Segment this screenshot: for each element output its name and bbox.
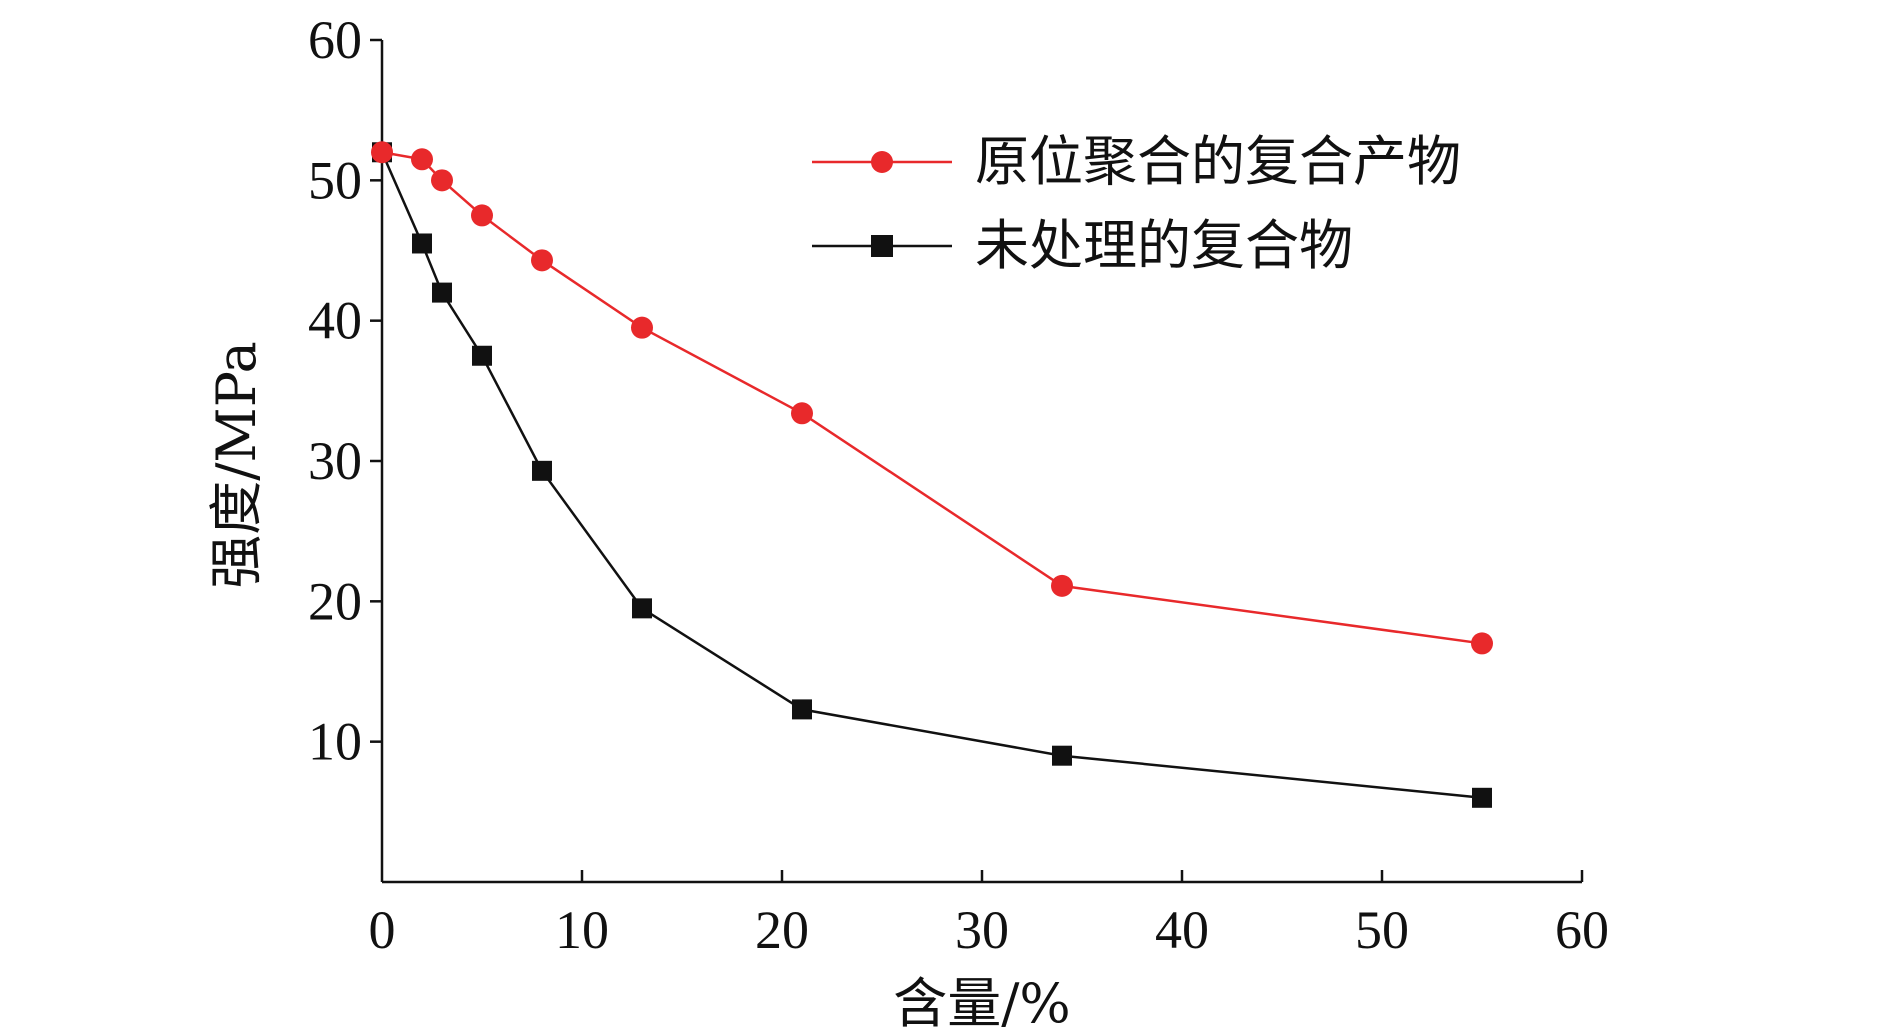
data-point [371, 141, 393, 164]
legend-item-untreated: 未处理的复合物 [812, 214, 1353, 277]
x-axis-title: 含量/% [893, 972, 1071, 1032]
data-point [1051, 574, 1073, 597]
y-ticks: 10 20 30 40 50 60 [308, 10, 382, 772]
data-point [532, 460, 552, 481]
x-tick-label: 10 [555, 900, 609, 960]
legend-marker-in-situ [871, 151, 893, 173]
series-in-situ [371, 141, 1493, 655]
legend-label-untreated: 未处理的复合物 [975, 214, 1353, 277]
data-point [472, 345, 492, 366]
x-tick-label: 50 [1355, 900, 1409, 960]
y-tick-label: 40 [308, 291, 362, 351]
legend-marker-untreated [871, 235, 893, 257]
legend: 原位聚合的复合产物 未处理的复合物 [812, 130, 1461, 277]
y-tick-label: 30 [308, 431, 362, 491]
y-tick-label: 50 [308, 150, 362, 210]
data-point [432, 282, 452, 303]
data-point [431, 169, 453, 192]
x-ticks: 0 10 20 30 40 50 60 [369, 870, 1609, 960]
data-point [791, 402, 813, 425]
x-tick-label: 20 [755, 900, 809, 960]
data-point [631, 316, 653, 339]
y-tick-label: 10 [308, 712, 362, 772]
series-untreated [372, 142, 1492, 808]
legend-label-in-situ: 原位聚合的复合产物 [975, 130, 1461, 193]
data-point [632, 598, 652, 619]
data-point [1052, 745, 1072, 766]
x-tick-label: 40 [1155, 900, 1209, 960]
y-tick-label: 60 [308, 10, 362, 70]
data-point [1472, 787, 1492, 808]
x-tick-label: 30 [955, 900, 1009, 960]
data-point [792, 699, 812, 720]
x-tick-label: 0 [369, 900, 396, 960]
x-tick-label: 60 [1555, 900, 1609, 960]
data-point [1471, 632, 1493, 655]
legend-item-in-situ: 原位聚合的复合产物 [812, 130, 1461, 193]
data-point [471, 204, 493, 227]
data-point [411, 148, 433, 171]
data-point [412, 233, 432, 254]
y-tick-label: 20 [308, 571, 362, 631]
data-point [531, 249, 553, 272]
y-axis-title: 强度/MPa [205, 341, 268, 589]
series-layer [371, 141, 1493, 808]
